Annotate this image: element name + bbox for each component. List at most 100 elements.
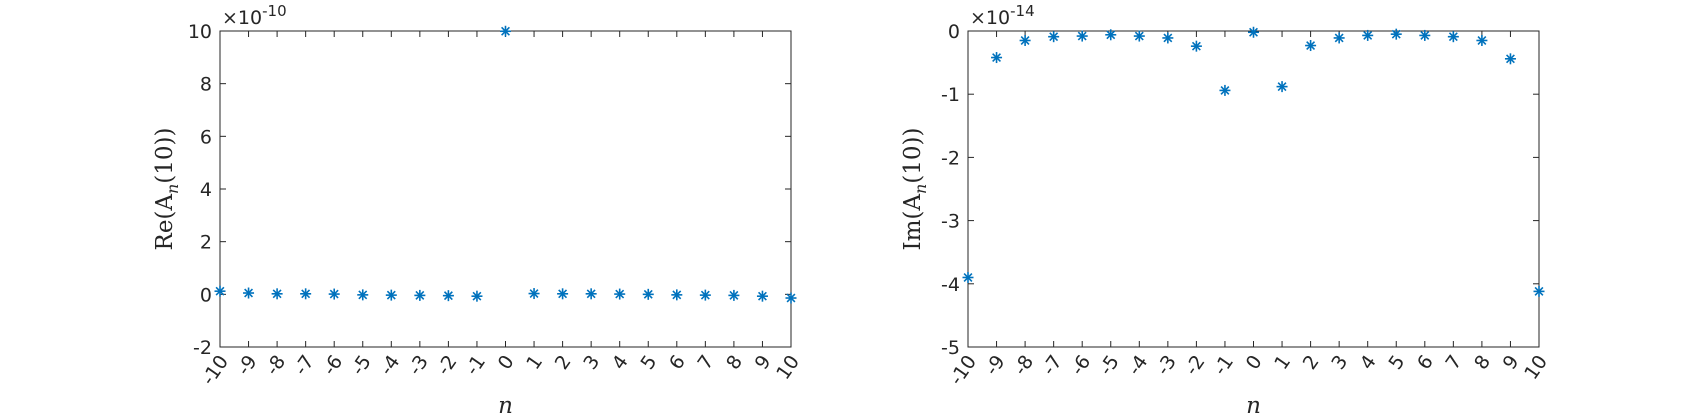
- y-axis-label-main: Re(A: [152, 194, 178, 251]
- x-tick-label: -2: [433, 351, 462, 379]
- y-tick-label: -4: [941, 274, 960, 296]
- x-tick-label: -4: [1124, 351, 1153, 379]
- x-tick-label: 0: [1242, 351, 1267, 374]
- x-tick-label: 8: [1470, 351, 1495, 374]
- x-tick-label: -5: [347, 351, 376, 379]
- y-tick-label: 6: [200, 126, 212, 148]
- data-point: [1504, 53, 1516, 65]
- data-point: [1276, 81, 1288, 93]
- data-point-stroke: [700, 290, 710, 300]
- x-tick-label: 1: [1270, 351, 1295, 374]
- data-point-stroke: [615, 289, 625, 299]
- y-tick-label: 2: [200, 232, 212, 254]
- data-point-stroke: [586, 289, 596, 299]
- y-exponent-label: ×10-10: [222, 2, 287, 29]
- data-point-stroke: [1391, 29, 1401, 39]
- x-tick-label: -3: [1152, 351, 1181, 379]
- x-tick-label: 10: [772, 351, 804, 383]
- data-point-stroke: [272, 289, 282, 299]
- data-point-stroke: [1420, 30, 1430, 40]
- x-tick-label: -8: [1009, 351, 1038, 379]
- data-point: [1390, 28, 1402, 40]
- y-tick-label: 10: [188, 21, 212, 43]
- data-point: [557, 288, 569, 300]
- re-plot: -10 -9 -8 -7 -6 -5 -4 -3 -2 -1 0 1 2 3 4 5 6 7 8 910-202468…: [152, 2, 804, 418]
- x-tick-label: 3: [1327, 351, 1352, 374]
- data-point-stroke: [786, 293, 796, 303]
- data-point-stroke: [1106, 30, 1116, 40]
- y-tick-label: 8: [200, 74, 212, 96]
- data-point: [962, 271, 974, 283]
- data-point: [442, 290, 454, 302]
- data-point: [528, 288, 540, 300]
- data-point-stroke: [472, 291, 482, 301]
- data-point-stroke: [1049, 32, 1059, 42]
- axes-box: [219, 30, 792, 348]
- y-tick-label: 4: [200, 179, 212, 201]
- y-exponent-label: ×10-14: [970, 2, 1035, 29]
- data-point-stroke: [443, 291, 453, 301]
- data-point-stroke: [329, 289, 339, 299]
- data-point-stroke: [1505, 54, 1515, 64]
- x-tick-label: -6: [1066, 351, 1095, 379]
- x-tick-label: -7: [290, 351, 319, 379]
- data-point-stroke: [1277, 82, 1287, 92]
- data-point: [471, 290, 483, 302]
- data-point: [1248, 26, 1259, 38]
- data-point: [1162, 32, 1174, 44]
- data-point-stroke: [1163, 33, 1173, 43]
- x-tick-label: 6: [1413, 351, 1438, 374]
- data-point: [414, 289, 426, 301]
- x-tick-label: -4: [376, 351, 405, 379]
- x-tick-label: 0: [494, 351, 519, 374]
- data-point-stroke: [1191, 41, 1201, 51]
- x-tick-label: -1: [461, 351, 490, 379]
- data-point-stroke: [529, 289, 539, 299]
- data-point: [271, 288, 283, 300]
- data-point-stroke: [1477, 36, 1487, 45]
- data-point-stroke: [1020, 36, 1030, 45]
- data-point-stroke: [1448, 32, 1458, 42]
- data-point: [1219, 84, 1231, 96]
- y-exponent-base: ×10: [222, 7, 262, 29]
- x-tick-label: 2: [1299, 351, 1324, 374]
- x-tick-label: 4: [1356, 351, 1381, 374]
- x-tick-label: -3: [404, 351, 433, 379]
- y-exponent-power: -10: [262, 2, 287, 20]
- y-tick-label: -2: [941, 147, 960, 169]
- data-point: [614, 288, 626, 300]
- axes-box: [967, 30, 1540, 348]
- data-point: [1190, 40, 1202, 52]
- data-point-stroke: [1077, 31, 1087, 41]
- data-point: [991, 52, 1003, 64]
- y-tick-label: -2: [193, 337, 212, 359]
- data-point-stroke: [1249, 27, 1258, 37]
- x-tick-label: 7: [693, 351, 718, 374]
- data-point-stroke: [415, 290, 425, 300]
- data-point-stroke: [386, 290, 396, 300]
- data-point: [785, 292, 797, 304]
- data-point: [642, 288, 654, 300]
- x-tick-label: -5: [1095, 351, 1124, 379]
- data-point: [1533, 285, 1545, 297]
- data-point: [1133, 30, 1145, 42]
- y-tick-label: 0: [948, 21, 960, 43]
- y-tick-label: 0: [200, 284, 212, 306]
- data-point: [1048, 31, 1060, 43]
- x-tick-label: -1: [1209, 351, 1238, 379]
- data-point: [671, 289, 683, 301]
- x-tick-label: -2: [1181, 351, 1210, 379]
- x-tick-label: -6: [318, 351, 347, 379]
- y-axis-label-tail: (10)): [900, 128, 926, 184]
- data-point-stroke: [358, 290, 368, 300]
- x-axis-label: n: [1246, 393, 1261, 418]
- data-point-stroke: [558, 289, 568, 299]
- data-point-stroke: [672, 290, 682, 300]
- data-point-stroke: [729, 290, 739, 300]
- x-tick-label: 2: [551, 351, 576, 374]
- x-tick-label: -9: [233, 351, 262, 379]
- y-axis-label-tail: (10)): [152, 127, 178, 183]
- y-tick-label: -1: [941, 84, 960, 106]
- data-point-stroke: [1220, 85, 1230, 95]
- data-point: [1105, 29, 1117, 41]
